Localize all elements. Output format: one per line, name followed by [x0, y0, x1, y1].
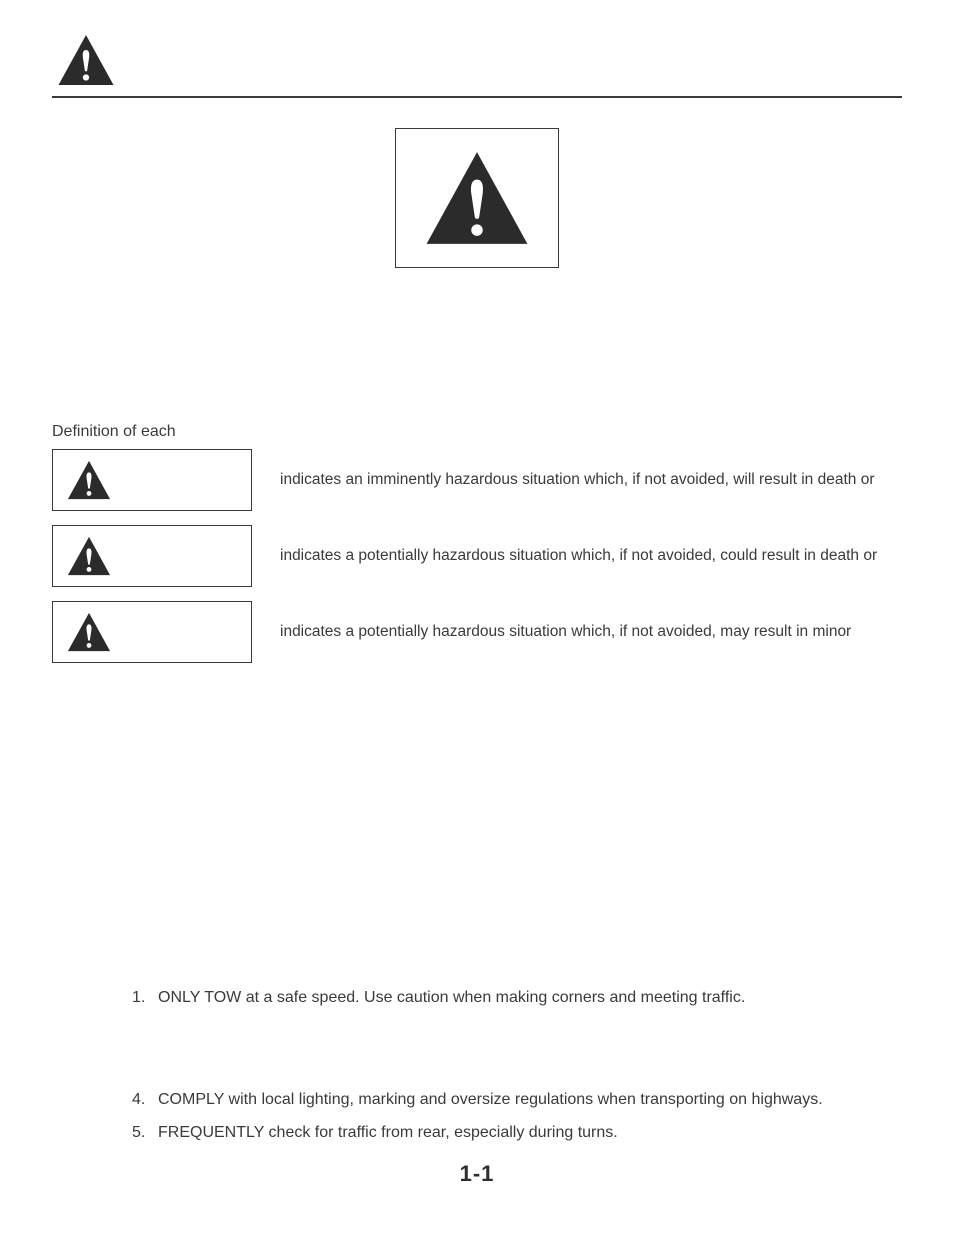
definition-row: indicates a potentially hazardous situat… — [52, 601, 902, 663]
definition-text: indicates a potentially hazardous situat… — [252, 622, 851, 642]
caution-signal-box — [52, 601, 252, 663]
warning-triangle-icon — [63, 533, 115, 579]
warning-triangle-icon — [418, 143, 536, 253]
definition-row: indicates a potentially hazardous situat… — [52, 525, 902, 587]
definition-intro: Definition of each — [52, 423, 902, 441]
header-rule — [52, 96, 902, 98]
definition-text: indicates a potentially hazardous situat… — [252, 546, 877, 566]
warning-triangle-icon — [63, 457, 115, 503]
list-item: 1. ONLY TOW at a safe speed. Use caution… — [132, 987, 892, 1009]
safety-list: 1. ONLY TOW at a safe speed. Use caution… — [52, 987, 902, 1144]
header-warning-icon — [52, 30, 902, 90]
list-number: 4. — [132, 1089, 158, 1111]
list-number: 5. — [132, 1122, 158, 1144]
warning-triangle-icon — [63, 609, 115, 655]
safety-alert-symbol-box — [395, 128, 559, 268]
warning-signal-box — [52, 525, 252, 587]
page-number: 1-1 — [0, 1161, 954, 1187]
list-item: 5. FREQUENTLY check for traffic from rea… — [132, 1122, 892, 1144]
list-text: ONLY TOW at a safe speed. Use caution wh… — [158, 987, 745, 1009]
list-text: FREQUENTLY check for traffic from rear, … — [158, 1122, 618, 1144]
danger-signal-box — [52, 449, 252, 511]
list-text: COMPLY with local lighting, marking and … — [158, 1089, 823, 1111]
definition-text: indicates an imminently hazardous situat… — [252, 470, 874, 490]
list-number: 1. — [132, 987, 158, 1009]
definition-row: indicates an imminently hazardous situat… — [52, 449, 902, 511]
list-item: 4. COMPLY with local lighting, marking a… — [132, 1089, 892, 1111]
